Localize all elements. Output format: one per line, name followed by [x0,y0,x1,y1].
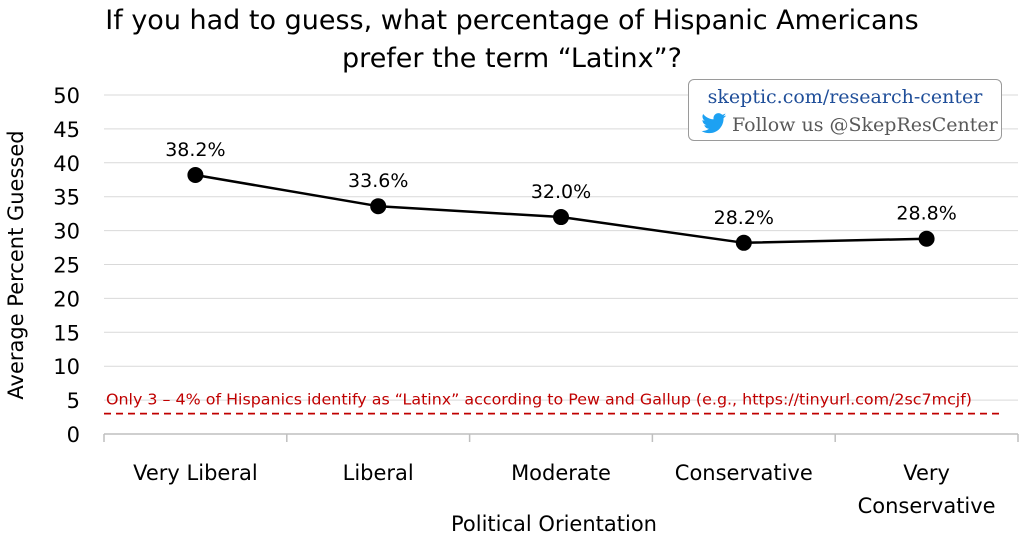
y-tick-label: 25 [53,254,80,278]
twitter-handle: Follow us @SkepResCenter [732,114,998,136]
data-label: 38.2% [165,139,225,161]
data-label: 32.0% [531,181,591,203]
y-axis-title: Average Percent Guessed [4,130,28,399]
y-tick-label: 50 [53,84,80,108]
chart-title: If you had to guess, what percentage of … [0,2,1024,78]
y-tick-label: 35 [53,186,80,210]
y-tick-label: 5 [67,389,80,413]
x-tick-label: Liberal [343,461,414,485]
data-point [735,234,752,251]
data-point [187,167,204,184]
data-label: 28.8% [896,203,956,225]
x-tick-label: Conservative [858,494,996,518]
x-tick-label: Conservative [675,461,813,485]
x-axis-title: Political Orientation [451,512,657,536]
y-tick-label: 45 [53,118,80,142]
chart-title-line-1: If you had to guess, what percentage of … [105,5,919,36]
research-center-link[interactable]: skeptic.com/research-center [707,86,983,108]
x-tick-label: Moderate [511,461,611,485]
y-tick-label: 0 [67,423,80,447]
data-point [918,230,935,247]
reference-note: Only 3 – 4% of Hispanics identify as “La… [106,391,972,409]
y-tick-label: 20 [53,287,80,311]
y-tick-label: 10 [53,355,80,379]
x-tick-label: Very [903,461,950,485]
y-tick-label: 15 [53,321,80,345]
twitter-bird-icon [701,113,727,134]
x-tick-label: Very Liberal [133,461,258,485]
data-label: 33.6% [348,170,408,192]
y-tick-label: 40 [53,152,80,176]
data-point [370,198,387,215]
twitter-follow[interactable]: Follow us @SkepResCenter [701,113,998,136]
chart-title-line-2: prefer the term “Latinx”? [342,43,682,74]
y-tick-label: 30 [53,220,80,244]
data-label: 28.2% [714,207,774,229]
credit-box: skeptic.com/research-center Follow us @S… [688,79,1002,141]
data-point [553,209,569,226]
